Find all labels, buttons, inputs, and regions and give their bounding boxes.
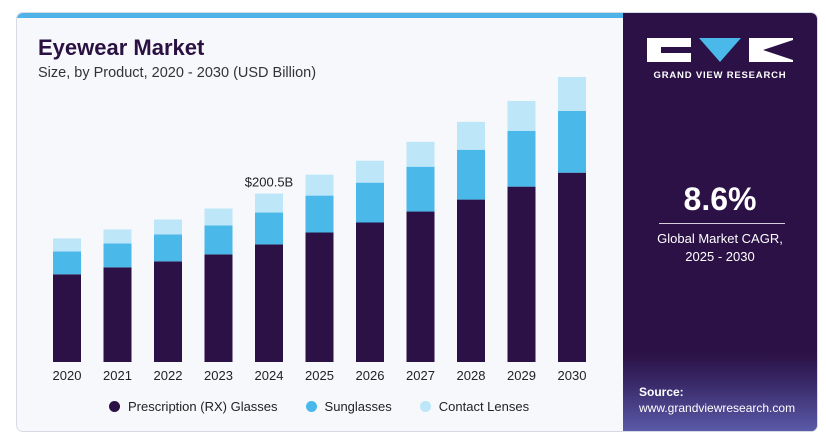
bar-prescription-2022 bbox=[154, 261, 182, 362]
bar-contact-2021 bbox=[103, 229, 132, 244]
legend-item-prescription: Prescription (RX) Glasses bbox=[109, 399, 278, 414]
x-tick-label-2029: 2029 bbox=[507, 368, 536, 383]
x-tick-label-2022: 2022 bbox=[154, 368, 183, 383]
x-tick-label-2021: 2021 bbox=[103, 368, 132, 383]
bar-contact-2024 bbox=[255, 193, 283, 213]
bar-prescription-2024 bbox=[255, 244, 283, 362]
bar-contact-2025 bbox=[305, 174, 334, 196]
x-tick-label-2027: 2027 bbox=[406, 368, 435, 383]
cagr-label-line2: 2025 - 2030 bbox=[685, 249, 755, 264]
chart-title: Eyewear Market bbox=[38, 35, 205, 60]
cagr-label: Global Market CAGR, 2025 - 2030 bbox=[623, 230, 817, 266]
brand-name: GRAND VIEW RESEARCH bbox=[653, 70, 787, 81]
source-background bbox=[623, 353, 817, 431]
bar-sunglasses-2025 bbox=[305, 195, 334, 233]
source-url[interactable]: www.grandviewresearch.com bbox=[639, 401, 796, 415]
legend-swatch-contact-lenses bbox=[419, 401, 431, 412]
bar-sunglasses-2024 bbox=[255, 212, 283, 245]
sidebar-panel: GRAND VIEW RESEARCH 8.6% Global Market C… bbox=[623, 13, 817, 431]
legend-swatch-sunglasses bbox=[305, 401, 317, 412]
legend-item-sunglasses: Sunglasses bbox=[305, 399, 392, 414]
legend-swatch-prescription bbox=[109, 401, 120, 412]
bar-prescription-2023 bbox=[204, 254, 233, 362]
bar-contact-2022 bbox=[154, 219, 182, 235]
legend-label-contact-lenses: Contact Lenses bbox=[438, 399, 530, 414]
bar-prescription-2028 bbox=[457, 199, 485, 362]
cagr-value: 8.6% bbox=[683, 181, 757, 217]
x-tick-label-2020: 2020 bbox=[53, 368, 82, 383]
bar-sunglasses-2027 bbox=[406, 166, 435, 212]
x-tick-label-2030: 2030 bbox=[558, 368, 587, 383]
cagr-divider bbox=[659, 223, 785, 224]
bar-prescription-2025 bbox=[305, 232, 334, 362]
bar-contact-2026 bbox=[356, 160, 384, 183]
chart-subtitle: Size, by Product, 2020 - 2030 (USD Billi… bbox=[38, 65, 317, 81]
x-tick-label-2023: 2023 bbox=[204, 368, 233, 383]
bar-prescription-2027 bbox=[406, 211, 435, 362]
bar-sunglasses-2030 bbox=[558, 110, 586, 173]
bar-contact-2020 bbox=[53, 238, 81, 252]
x-tick-label-2024: 2024 bbox=[255, 368, 284, 383]
accent-bar bbox=[17, 13, 623, 18]
bar-contact-2028 bbox=[457, 121, 485, 150]
infographic-card: Eyewear Market Size, by Product, 2020 - … bbox=[17, 13, 817, 431]
bar-contact-2023 bbox=[204, 208, 233, 226]
bar-prescription-2029 bbox=[507, 186, 536, 362]
bar-sunglasses-2028 bbox=[457, 149, 485, 200]
source-title: Source: bbox=[639, 385, 684, 399]
bar-sunglasses-2020 bbox=[53, 251, 81, 275]
bar-sunglasses-2029 bbox=[507, 130, 536, 187]
x-tick-label-2025: 2025 bbox=[305, 368, 334, 383]
data-label-2024: $200.5B bbox=[245, 175, 293, 190]
bar-prescription-2020 bbox=[53, 274, 81, 362]
bar-prescription-2026 bbox=[356, 222, 384, 362]
bar-sunglasses-2022 bbox=[154, 234, 182, 262]
x-tick-label-2028: 2028 bbox=[457, 368, 486, 383]
legend-label-sunglasses: Sunglasses bbox=[324, 399, 392, 414]
cagr-label-line1: Global Market CAGR, bbox=[657, 231, 783, 246]
legend: Prescription (RX) Glasses Sunglasses Con… bbox=[109, 399, 529, 414]
stacked-bar-chart: 2020 2021 2022 2023 2024 2025 2026 2027 2028 2029… bbox=[53, 77, 587, 383]
x-tick-label-2026: 2026 bbox=[356, 368, 385, 383]
bar-contact-2029 bbox=[507, 100, 536, 131]
grand-view-research-logo-icon bbox=[647, 38, 793, 62]
bar-sunglasses-2026 bbox=[356, 182, 384, 223]
bar-contact-2030 bbox=[558, 77, 586, 111]
bar-sunglasses-2023 bbox=[204, 225, 233, 255]
bar-prescription-2021 bbox=[103, 267, 132, 362]
legend-label-prescription: Prescription (RX) Glasses bbox=[128, 399, 278, 414]
legend-item-contact-lenses: Contact Lenses bbox=[419, 399, 530, 414]
bar-sunglasses-2021 bbox=[103, 243, 132, 268]
bar-contact-2027 bbox=[406, 141, 435, 167]
bar-prescription-2030 bbox=[558, 172, 586, 362]
